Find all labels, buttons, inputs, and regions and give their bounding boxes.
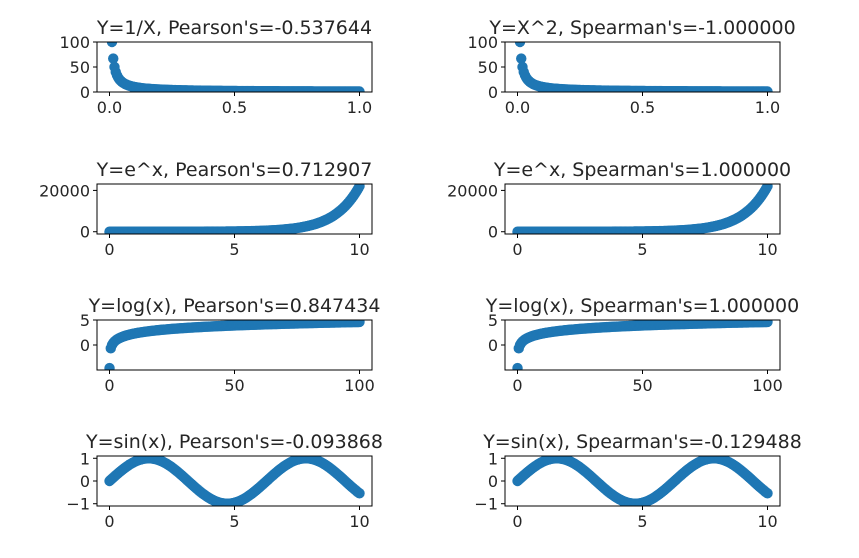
subplot-title: Y=log(x), Pearson's=0.847434 bbox=[88, 295, 381, 317]
subplot-title: Y=e^x, Spearman's=1.000000 bbox=[493, 159, 791, 181]
y-tick-label: 20000 bbox=[447, 181, 498, 200]
subplot-title: Y=sin(x), Spearman's=-0.129488 bbox=[482, 431, 802, 453]
x-tick-label: 5 bbox=[637, 240, 647, 259]
subplot-title: Y=log(x), Spearman's=1.000000 bbox=[485, 295, 799, 317]
x-tick-label: 10 bbox=[349, 512, 369, 531]
subplot-title: Y=X^2, Spearman's=-1.000000 bbox=[488, 17, 795, 39]
subplot-6: 0 50 100 0 5Y=log(x), Spearman's=1.000000 bbox=[485, 295, 799, 395]
subplot-title: Y=sin(x), Pearson's=-0.093868 bbox=[85, 431, 383, 453]
y-tick-label: −1 bbox=[474, 495, 498, 514]
series-points bbox=[512, 320, 773, 370]
x-tick-label: 1.0 bbox=[755, 98, 780, 117]
subplot-5: 0 50 100 0 5Y=log(x), Pearson's=0.847434 bbox=[80, 295, 381, 395]
series-points bbox=[106, 42, 365, 92]
x-tick-label: 0 bbox=[512, 512, 522, 531]
data-point bbox=[514, 42, 526, 48]
subplot-title: Y=1/X, Pearson's=-0.537644 bbox=[96, 17, 372, 39]
data-point bbox=[354, 184, 365, 192]
y-tick-label: −1 bbox=[66, 495, 90, 514]
y-tick-label: 5 bbox=[80, 311, 90, 330]
y-tick-label: 20000 bbox=[39, 181, 90, 200]
y-tick-label: 0 bbox=[80, 83, 90, 102]
data-point bbox=[354, 86, 365, 92]
x-tick-label: 5 bbox=[229, 512, 239, 531]
y-tick-label: 0 bbox=[488, 83, 498, 102]
subplot-7: 0 5 10 −1 0 1Y=sin(x), Pearson's=-0.093868 bbox=[66, 431, 383, 531]
y-tick-label: 0 bbox=[80, 223, 90, 242]
data-point bbox=[354, 320, 365, 328]
x-tick-label: 5 bbox=[637, 512, 647, 531]
data-point bbox=[354, 488, 365, 499]
series-points bbox=[104, 456, 365, 506]
x-tick-label: 50 bbox=[224, 376, 244, 395]
subplot-title: Y=e^x, Pearson's=0.712907 bbox=[96, 159, 373, 181]
y-tick-label: 1 bbox=[488, 449, 498, 468]
series-points bbox=[104, 184, 365, 234]
x-tick-label: 10 bbox=[757, 512, 777, 531]
x-tick-label: 0 bbox=[512, 240, 522, 259]
x-tick-label: 100 bbox=[344, 376, 375, 395]
y-tick-label: 100 bbox=[59, 33, 90, 52]
y-tick-label: 50 bbox=[478, 58, 498, 77]
x-tick-label: 1.0 bbox=[347, 98, 372, 117]
data-point bbox=[762, 488, 773, 499]
subplot-1: 0.0 0.5 1.0 0 50 100 Y=1/X, Pearson's=-0.53764… bbox=[59, 17, 373, 117]
y-tick-label: 0 bbox=[80, 472, 90, 491]
y-tick-label: 1 bbox=[80, 449, 90, 468]
x-tick-label: 0 bbox=[104, 376, 114, 395]
x-tick-label: 10 bbox=[757, 240, 777, 259]
data-point bbox=[104, 362, 115, 370]
y-tick-label: 0 bbox=[488, 472, 498, 491]
x-tick-label: 0 bbox=[104, 240, 114, 259]
data-point bbox=[762, 320, 773, 328]
data-point bbox=[108, 53, 119, 64]
x-tick-label: 0.0 bbox=[97, 98, 122, 117]
series-points bbox=[514, 42, 773, 92]
x-tick-label: 0.5 bbox=[630, 98, 655, 117]
data-point bbox=[762, 184, 773, 192]
x-tick-label: 0 bbox=[512, 376, 522, 395]
series-points bbox=[512, 456, 773, 506]
x-tick-label: 100 bbox=[752, 376, 783, 395]
y-tick-label: 0 bbox=[488, 223, 498, 242]
data-point bbox=[516, 53, 527, 64]
series-points bbox=[512, 184, 773, 234]
x-tick-label: 50 bbox=[632, 376, 652, 395]
subplot-3: 0 5 10 0 20000 Y=e^x, Pearson's=0.712907 bbox=[39, 159, 373, 259]
data-point bbox=[106, 42, 118, 48]
subplot-8: 0 5 10 −1 0 1Y=sin(x), Spearman's=-0.129488 bbox=[474, 431, 801, 531]
y-tick-label: 50 bbox=[70, 58, 90, 77]
x-tick-label: 0.5 bbox=[222, 98, 247, 117]
y-tick-label: 0 bbox=[80, 336, 90, 355]
y-tick-label: 100 bbox=[467, 33, 498, 52]
data-point bbox=[762, 86, 773, 92]
x-tick-label: 10 bbox=[349, 240, 369, 259]
x-tick-label: 0.0 bbox=[505, 98, 530, 117]
y-tick-label: 0 bbox=[488, 336, 498, 355]
data-point bbox=[512, 362, 523, 370]
x-tick-label: 5 bbox=[229, 240, 239, 259]
y-tick-label: 5 bbox=[488, 311, 498, 330]
x-tick-label: 0 bbox=[104, 512, 114, 531]
series-points bbox=[104, 320, 365, 370]
